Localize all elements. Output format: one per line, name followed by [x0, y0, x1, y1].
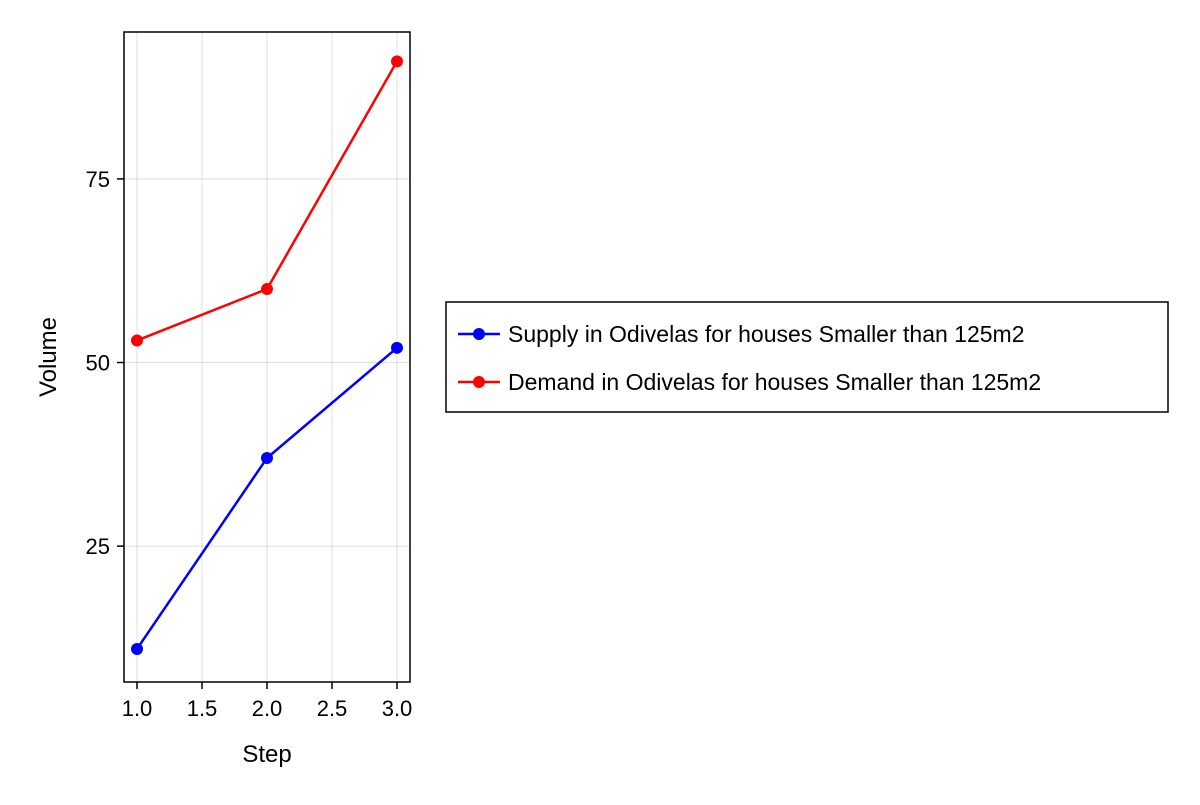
- series-2-point: [261, 283, 273, 296]
- y-tick-label: 75: [86, 167, 110, 192]
- legend-marker-1: [473, 328, 485, 340]
- y-tick-label: 50: [86, 351, 110, 376]
- y-axis-label: Volume: [35, 317, 62, 397]
- legend-label-1: Supply in Odivelas for houses Smaller th…: [508, 321, 1025, 347]
- x-tick-label: 1.5: [187, 696, 218, 721]
- legend-items: Supply in Odivelas for houses Smaller th…: [458, 321, 1041, 395]
- y-tick-label: 25: [86, 534, 110, 559]
- legend: Supply in Odivelas for houses Smaller th…: [445, 301, 1169, 413]
- series-1-point: [391, 341, 403, 354]
- x-tick-label: 1.0: [122, 696, 153, 721]
- legend-box: [445, 301, 1169, 413]
- legend-label-2: Demand in Odivelas for houses Smaller th…: [508, 369, 1041, 395]
- series-layer: [131, 55, 403, 655]
- series-2-point: [131, 334, 143, 347]
- series-1-point: [261, 451, 273, 464]
- series-1-point: [131, 642, 143, 655]
- x-tick-label: 2.0: [252, 696, 283, 721]
- series-2-point: [391, 55, 403, 68]
- x-tick-label: 2.5: [317, 696, 348, 721]
- x-axis-label: Step: [242, 741, 291, 768]
- ticks-layer: 1.0 1.5 2.0 2.5 3.0 25 50 75: [86, 167, 413, 721]
- legend-marker-2: [473, 376, 485, 388]
- x-tick-label: 3.0: [382, 696, 413, 721]
- grid-layer: [124, 32, 410, 682]
